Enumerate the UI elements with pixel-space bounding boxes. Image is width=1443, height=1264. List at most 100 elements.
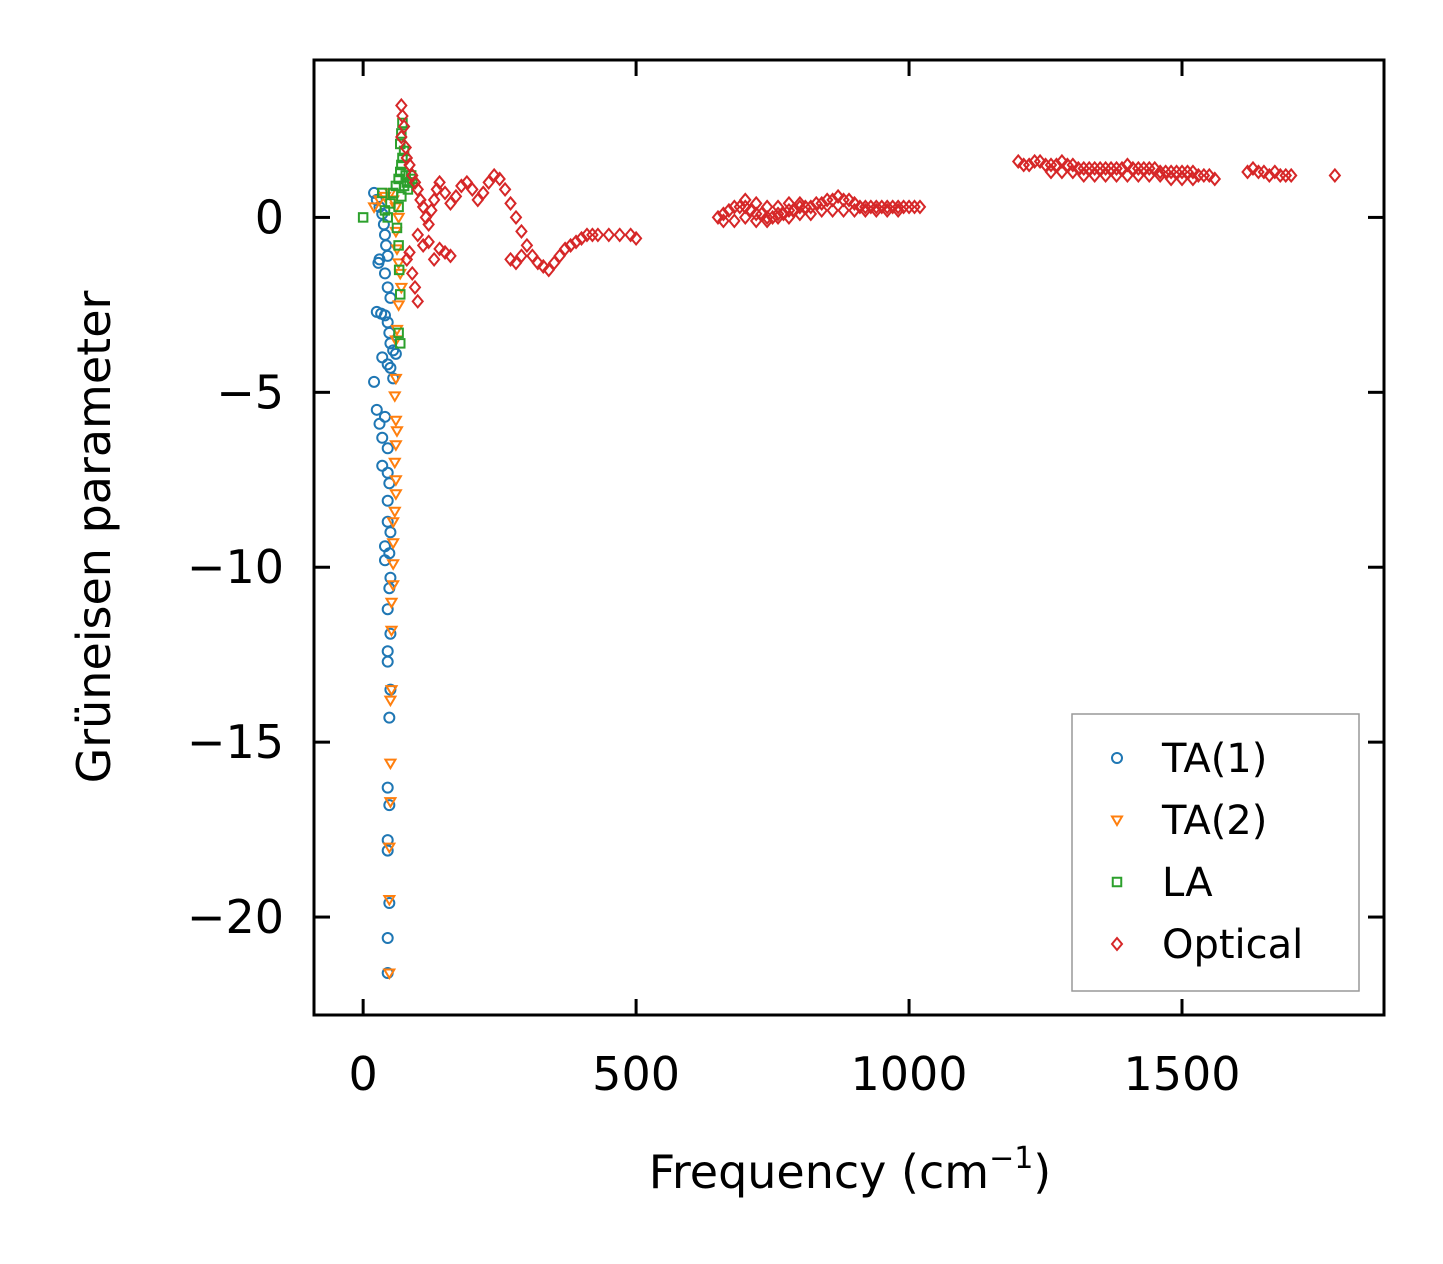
point-optical (1121, 167, 1134, 184)
point-optical (771, 209, 785, 225)
point-optical (449, 188, 463, 204)
point-optical (793, 206, 807, 222)
point-optical (1033, 153, 1047, 170)
point-optical (815, 202, 829, 218)
point-optical (515, 248, 528, 264)
legend-marker-optical (1110, 936, 1124, 952)
point-optical (438, 185, 452, 201)
point-ta-2 (386, 559, 400, 571)
x-axis-title: Frequency (cm−1) (649, 1141, 1052, 1199)
series-ta-1 (368, 186, 402, 980)
point-optical (804, 199, 818, 215)
point-optical (1257, 164, 1271, 180)
legend: TA(1) TA(2) LA Optical (1071, 713, 1360, 992)
point-optical (848, 202, 861, 218)
point-ta-1 (372, 256, 385, 269)
point-ta-1 (381, 655, 394, 668)
point-optical (831, 188, 845, 204)
point-optical (738, 209, 752, 225)
point-optical (1153, 167, 1167, 184)
point-la (393, 264, 405, 276)
point-optical (411, 293, 425, 309)
point-la (393, 327, 404, 339)
point-ta-2 (389, 489, 403, 501)
point-optical (749, 213, 763, 229)
point-ta-2 (388, 506, 402, 519)
legend-marker-ta-1 (1111, 752, 1123, 764)
axis-ticks (314, 60, 1384, 1015)
point-optical (722, 202, 736, 218)
point-optical (1099, 167, 1112, 184)
point-optical (1241, 164, 1254, 180)
point-ta-1 (381, 603, 394, 616)
point-optical (1268, 164, 1282, 180)
point-optical (1164, 171, 1178, 187)
point-ta-1 (383, 799, 396, 812)
point-optical (403, 157, 416, 173)
point-ta-2 (386, 580, 400, 592)
point-optical (414, 192, 427, 208)
point-optical (520, 237, 534, 253)
point-optical (455, 178, 468, 194)
legend-label-ta-1: TA(1) (1161, 736, 1267, 782)
point-ta-1 (381, 494, 394, 507)
point-ta-1 (381, 932, 394, 945)
point-optical (408, 279, 422, 295)
point-optical (405, 167, 419, 184)
point-la (382, 212, 393, 223)
legend-label-optical: Optical (1162, 922, 1303, 968)
point-optical (1203, 167, 1216, 184)
point-ta-2 (389, 373, 403, 386)
point-optical (1055, 164, 1069, 180)
point-optical (536, 258, 550, 274)
point-optical (425, 202, 438, 218)
legend-label-ta-2: TA(2) (1161, 798, 1267, 844)
point-la (379, 205, 391, 216)
series-optical (395, 97, 1342, 309)
point-optical (711, 209, 725, 225)
point-ta-2 (383, 695, 398, 708)
point-optical (1246, 160, 1260, 177)
point-ta-2 (391, 212, 406, 225)
point-optical (1066, 164, 1080, 180)
point-optical (913, 199, 927, 215)
point-optical (826, 202, 839, 218)
point-la (393, 240, 404, 251)
point-optical (591, 227, 605, 243)
point-ta-1 (381, 844, 394, 857)
point-optical (422, 216, 435, 232)
point-optical (815, 195, 829, 211)
point-optical (1186, 171, 1200, 187)
point-optical (1088, 167, 1101, 184)
x-axis-title-superscript: −1 (989, 1141, 1033, 1176)
point-optical (515, 223, 528, 239)
point-ta-2 (367, 202, 381, 214)
x-tick-label: 1500 (1123, 1047, 1240, 1101)
plot-frame (312, 58, 1386, 1017)
point-ta-2 (389, 475, 403, 487)
point-optical (891, 202, 905, 218)
point-optical (400, 150, 414, 166)
point-optical (602, 227, 616, 243)
point-ta-2 (382, 895, 397, 907)
point-optical (476, 185, 490, 201)
y-tick-label: −10 (187, 540, 284, 594)
point-ta-2 (382, 968, 397, 980)
point-optical (738, 192, 752, 208)
point-optical (760, 199, 774, 215)
point-ta-2 (383, 797, 398, 809)
point-ta-1 (384, 361, 397, 374)
point-ta-1 (368, 375, 381, 388)
point-ta-1 (381, 515, 394, 528)
point-optical (411, 181, 425, 197)
y-tick-label: −20 (187, 890, 284, 944)
axis-tick-labels: 0 500 1000 1500 0 −5 −10 −15 −20 (187, 190, 1241, 1101)
point-optical (771, 199, 785, 215)
point-optical (438, 244, 452, 260)
point-ta-2 (384, 685, 399, 697)
point-optical (1328, 167, 1342, 184)
point-la (357, 212, 369, 223)
point-ta-1 (383, 897, 396, 910)
point-optical (427, 192, 441, 208)
point-optical (1284, 167, 1298, 184)
